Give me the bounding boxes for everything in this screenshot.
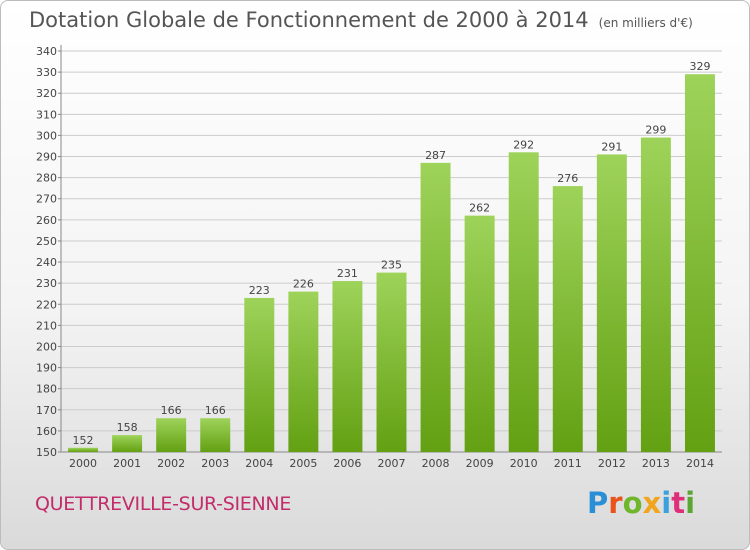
bar-value-label: 231 [337, 267, 358, 280]
y-tick-label: 210 [36, 319, 57, 332]
logo-letter: t [671, 486, 686, 520]
bar-value-label: 166 [161, 404, 182, 417]
x-tick-label: 2009 [466, 457, 494, 470]
bar-value-label: 158 [117, 421, 138, 434]
logo-letter: o [622, 486, 643, 520]
x-tick-label: 2010 [510, 457, 538, 470]
bar [244, 297, 275, 452]
bar-value-label: 166 [205, 404, 226, 417]
bar [200, 418, 231, 452]
y-tick-label: 300 [36, 129, 57, 142]
bar-value-label: 223 [249, 284, 270, 297]
y-tick-label: 240 [36, 256, 57, 269]
y-tick-label: 180 [36, 383, 57, 396]
bar [376, 272, 407, 452]
y-tick-label: 320 [36, 87, 57, 100]
bar-value-label: 262 [469, 202, 490, 215]
bar [596, 154, 627, 453]
x-tick-label: 2004 [245, 457, 273, 470]
y-tick-label: 200 [36, 340, 57, 353]
bar [288, 291, 319, 452]
y-tick-label: 150 [36, 446, 57, 459]
y-tick-label: 280 [36, 172, 57, 185]
bar-value-label: 235 [381, 259, 402, 272]
proxiti-logo[interactable]: Proxiti [587, 489, 695, 518]
x-tick-label: 2013 [642, 457, 670, 470]
x-tick-label: 2014 [686, 457, 714, 470]
bar-value-label: 287 [425, 149, 446, 162]
bar-value-label: 291 [601, 140, 622, 153]
x-tick-label: 2002 [157, 457, 185, 470]
y-tick-label: 260 [36, 214, 57, 227]
y-tick-label: 330 [36, 66, 57, 79]
x-tick-label: 2012 [598, 457, 626, 470]
x-tick-label: 2008 [422, 457, 450, 470]
bars: 152 158 166 166 223 226 231 235 287 262 292 276 291 2… [68, 60, 715, 453]
bar-value-label: 329 [689, 60, 710, 73]
x-tick-label: 2001 [113, 457, 141, 470]
chart-title-text: Dotation Globale de Fonctionnement de 20… [29, 8, 589, 32]
bar-value-label: 226 [293, 278, 314, 291]
logo-letter: i [685, 486, 696, 520]
logo-letter: i [661, 486, 672, 520]
bar [508, 152, 539, 452]
x-tick-label: 2005 [289, 457, 317, 470]
bar [552, 186, 583, 453]
chart-unit: (en milliers d'€) [598, 16, 693, 30]
y-tick-label: 290 [36, 151, 57, 164]
bar [420, 162, 451, 452]
x-tick-label: 2006 [333, 457, 361, 470]
x-tick-label: 2011 [554, 457, 582, 470]
bar [156, 418, 187, 452]
logo-letter: P [587, 486, 609, 520]
y-tick-label: 220 [36, 298, 57, 311]
y-tick-label: 160 [36, 425, 57, 438]
bar-value-label: 292 [513, 138, 534, 151]
bar [464, 215, 495, 452]
x-tick-label: 2003 [201, 457, 229, 470]
bar [332, 281, 363, 452]
chart-title: Dotation Globale de Fonctionnement de 20… [29, 8, 693, 32]
x-axis-ticks: 2000 2001 2002 2003 2004 2005 2006 2007 2008 2009… [69, 457, 714, 470]
y-tick-label: 340 [36, 45, 57, 58]
y-tick-label: 310 [36, 108, 57, 121]
city-name: QUETTREVILLE-SUR-SIENNE [35, 493, 292, 515]
bar-value-label: 276 [557, 172, 578, 185]
bar [640, 137, 671, 452]
x-tick-label: 2007 [378, 457, 406, 470]
bar [112, 435, 143, 452]
bar [684, 74, 715, 452]
bar-value-label: 299 [645, 124, 666, 137]
y-tick-label: 270 [36, 193, 57, 206]
y-tick-label: 230 [36, 277, 57, 290]
y-axis-ticks: 150 160 170 180 190 200 210 220 230 240 250 260 270 2… [36, 45, 61, 459]
bar-value-label: 152 [73, 434, 94, 447]
bar [68, 447, 99, 452]
y-tick-label: 190 [36, 362, 57, 375]
x-tick-label: 2000 [69, 457, 97, 470]
y-tick-label: 170 [36, 404, 57, 417]
logo-letter: x [642, 486, 662, 520]
y-tick-label: 250 [36, 235, 57, 248]
logo-letter: r [608, 486, 623, 520]
